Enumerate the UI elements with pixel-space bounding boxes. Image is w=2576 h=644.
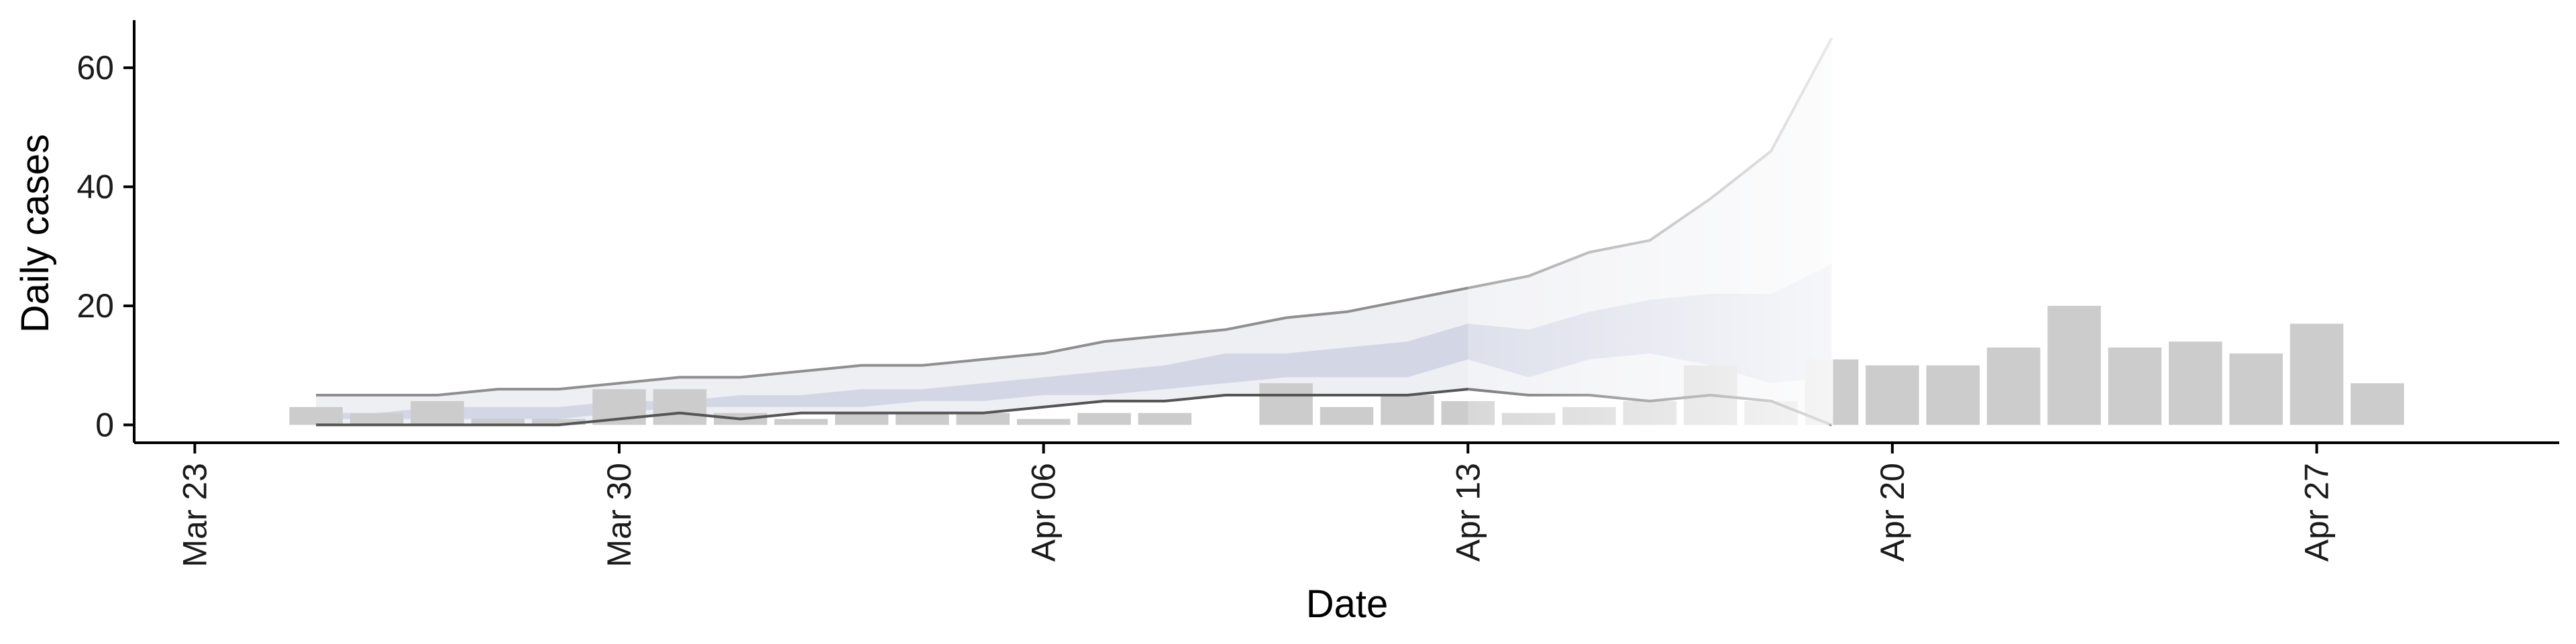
x-tick-label-2020-04-13: Apr 13 <box>1449 463 1487 561</box>
x-tick-label-2020-04-27: Apr 27 <box>2298 463 2336 561</box>
bar-2020-04-11 <box>1320 407 1374 425</box>
bar-2020-04-05 <box>956 413 1010 425</box>
x-tick-label-2020-04-06: Apr 06 <box>1025 463 1063 561</box>
y-tick-label-60: 60 <box>76 49 114 87</box>
bar-2020-04-28 <box>2351 383 2404 425</box>
bar-2020-04-10 <box>1259 383 1313 425</box>
bar-2020-04-07 <box>1077 413 1131 425</box>
bar-2020-04-08 <box>1138 413 1192 425</box>
bar-2020-04-12 <box>1381 395 1434 425</box>
bar-2020-03-31 <box>653 389 707 425</box>
y-tick-label-40: 40 <box>76 168 114 205</box>
bar-2020-04-03 <box>835 413 889 425</box>
bar-2020-04-20 <box>1866 365 1919 425</box>
bar-2020-04-06 <box>1016 419 1071 425</box>
y-axis-title: Daily cases <box>13 134 57 333</box>
forecast-fade-overlay <box>1468 20 1833 425</box>
axes: 0 20 40 60 Mar 23 Mar 30 Apr 06 Apr 13 Apr 20 Apr… <box>76 20 2559 568</box>
x-tick-label-2020-04-20: Apr 20 <box>1874 463 1911 561</box>
bar-2020-04-02 <box>774 419 828 425</box>
y-tick-label-0: 0 <box>95 406 114 443</box>
x-tick-label-2020-03-23: Mar 23 <box>176 463 213 568</box>
bar-2020-03-27 <box>411 400 464 425</box>
bar-2020-03-28 <box>471 419 525 425</box>
bar-2020-04-22 <box>1986 347 2041 425</box>
y-tick-label-20: 20 <box>76 287 114 325</box>
bar-2020-03-29 <box>531 419 586 425</box>
bar-2020-04-26 <box>2229 353 2283 425</box>
bar-2020-04-24 <box>2108 347 2162 425</box>
bar-2020-04-25 <box>2168 341 2222 425</box>
bar-2020-04-04 <box>896 413 949 425</box>
x-axis-title: Date <box>1306 582 1389 626</box>
bar-2020-04-23 <box>2047 305 2101 425</box>
bar-2020-03-26 <box>350 413 404 425</box>
bar-2020-04-21 <box>1926 365 1980 425</box>
bar-2020-03-25 <box>289 407 343 425</box>
x-tick-label-2020-03-30: Mar 30 <box>600 463 638 568</box>
bar-2020-04-27 <box>2290 323 2344 425</box>
